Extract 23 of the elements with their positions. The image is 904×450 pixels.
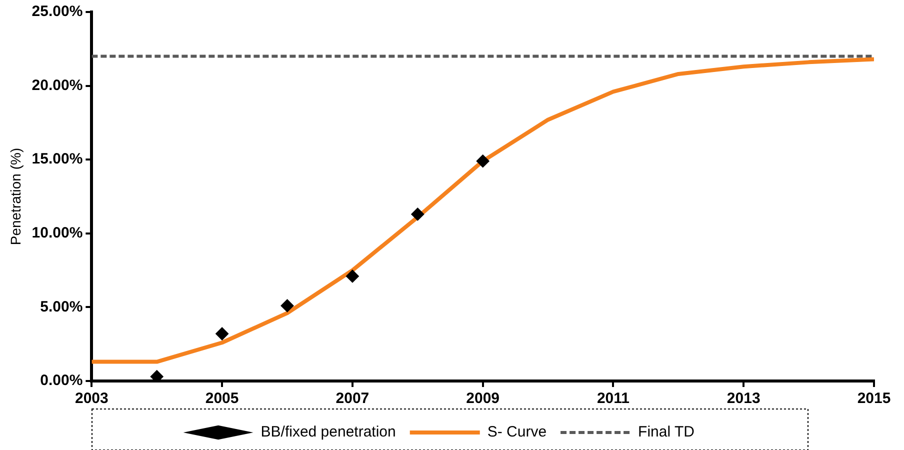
legend-label: S- Curve [487, 424, 547, 441]
x-tick-label: 2005 [205, 390, 239, 408]
legend-label: Final TD [638, 424, 695, 441]
y-tick-label: 5.00% [40, 298, 83, 316]
x-tick-label: 2013 [726, 390, 760, 408]
point [476, 154, 490, 168]
point [346, 270, 359, 283]
x-tick-label: 2003 [74, 390, 108, 408]
point [280, 299, 294, 312]
point [150, 370, 164, 381]
y-tick-label: 20.00% [32, 76, 83, 94]
x-tick-label: 2009 [466, 390, 500, 408]
x-tick-label: 2015 [857, 390, 891, 408]
legend-label: BB/fixed penetration [260, 424, 396, 441]
y-tick-label: 15.00% [32, 150, 83, 168]
y-tick-label: 10.00% [32, 224, 83, 242]
y-axis-title: Penetration (%) [7, 148, 24, 246]
x-tick-label: 2007 [336, 390, 370, 408]
y-tick-label: 0.00% [40, 372, 83, 390]
point [411, 208, 424, 221]
point [216, 327, 229, 340]
x-tick-label: 2011 [596, 390, 630, 408]
y-tick-label: 25.00% [32, 3, 83, 20]
